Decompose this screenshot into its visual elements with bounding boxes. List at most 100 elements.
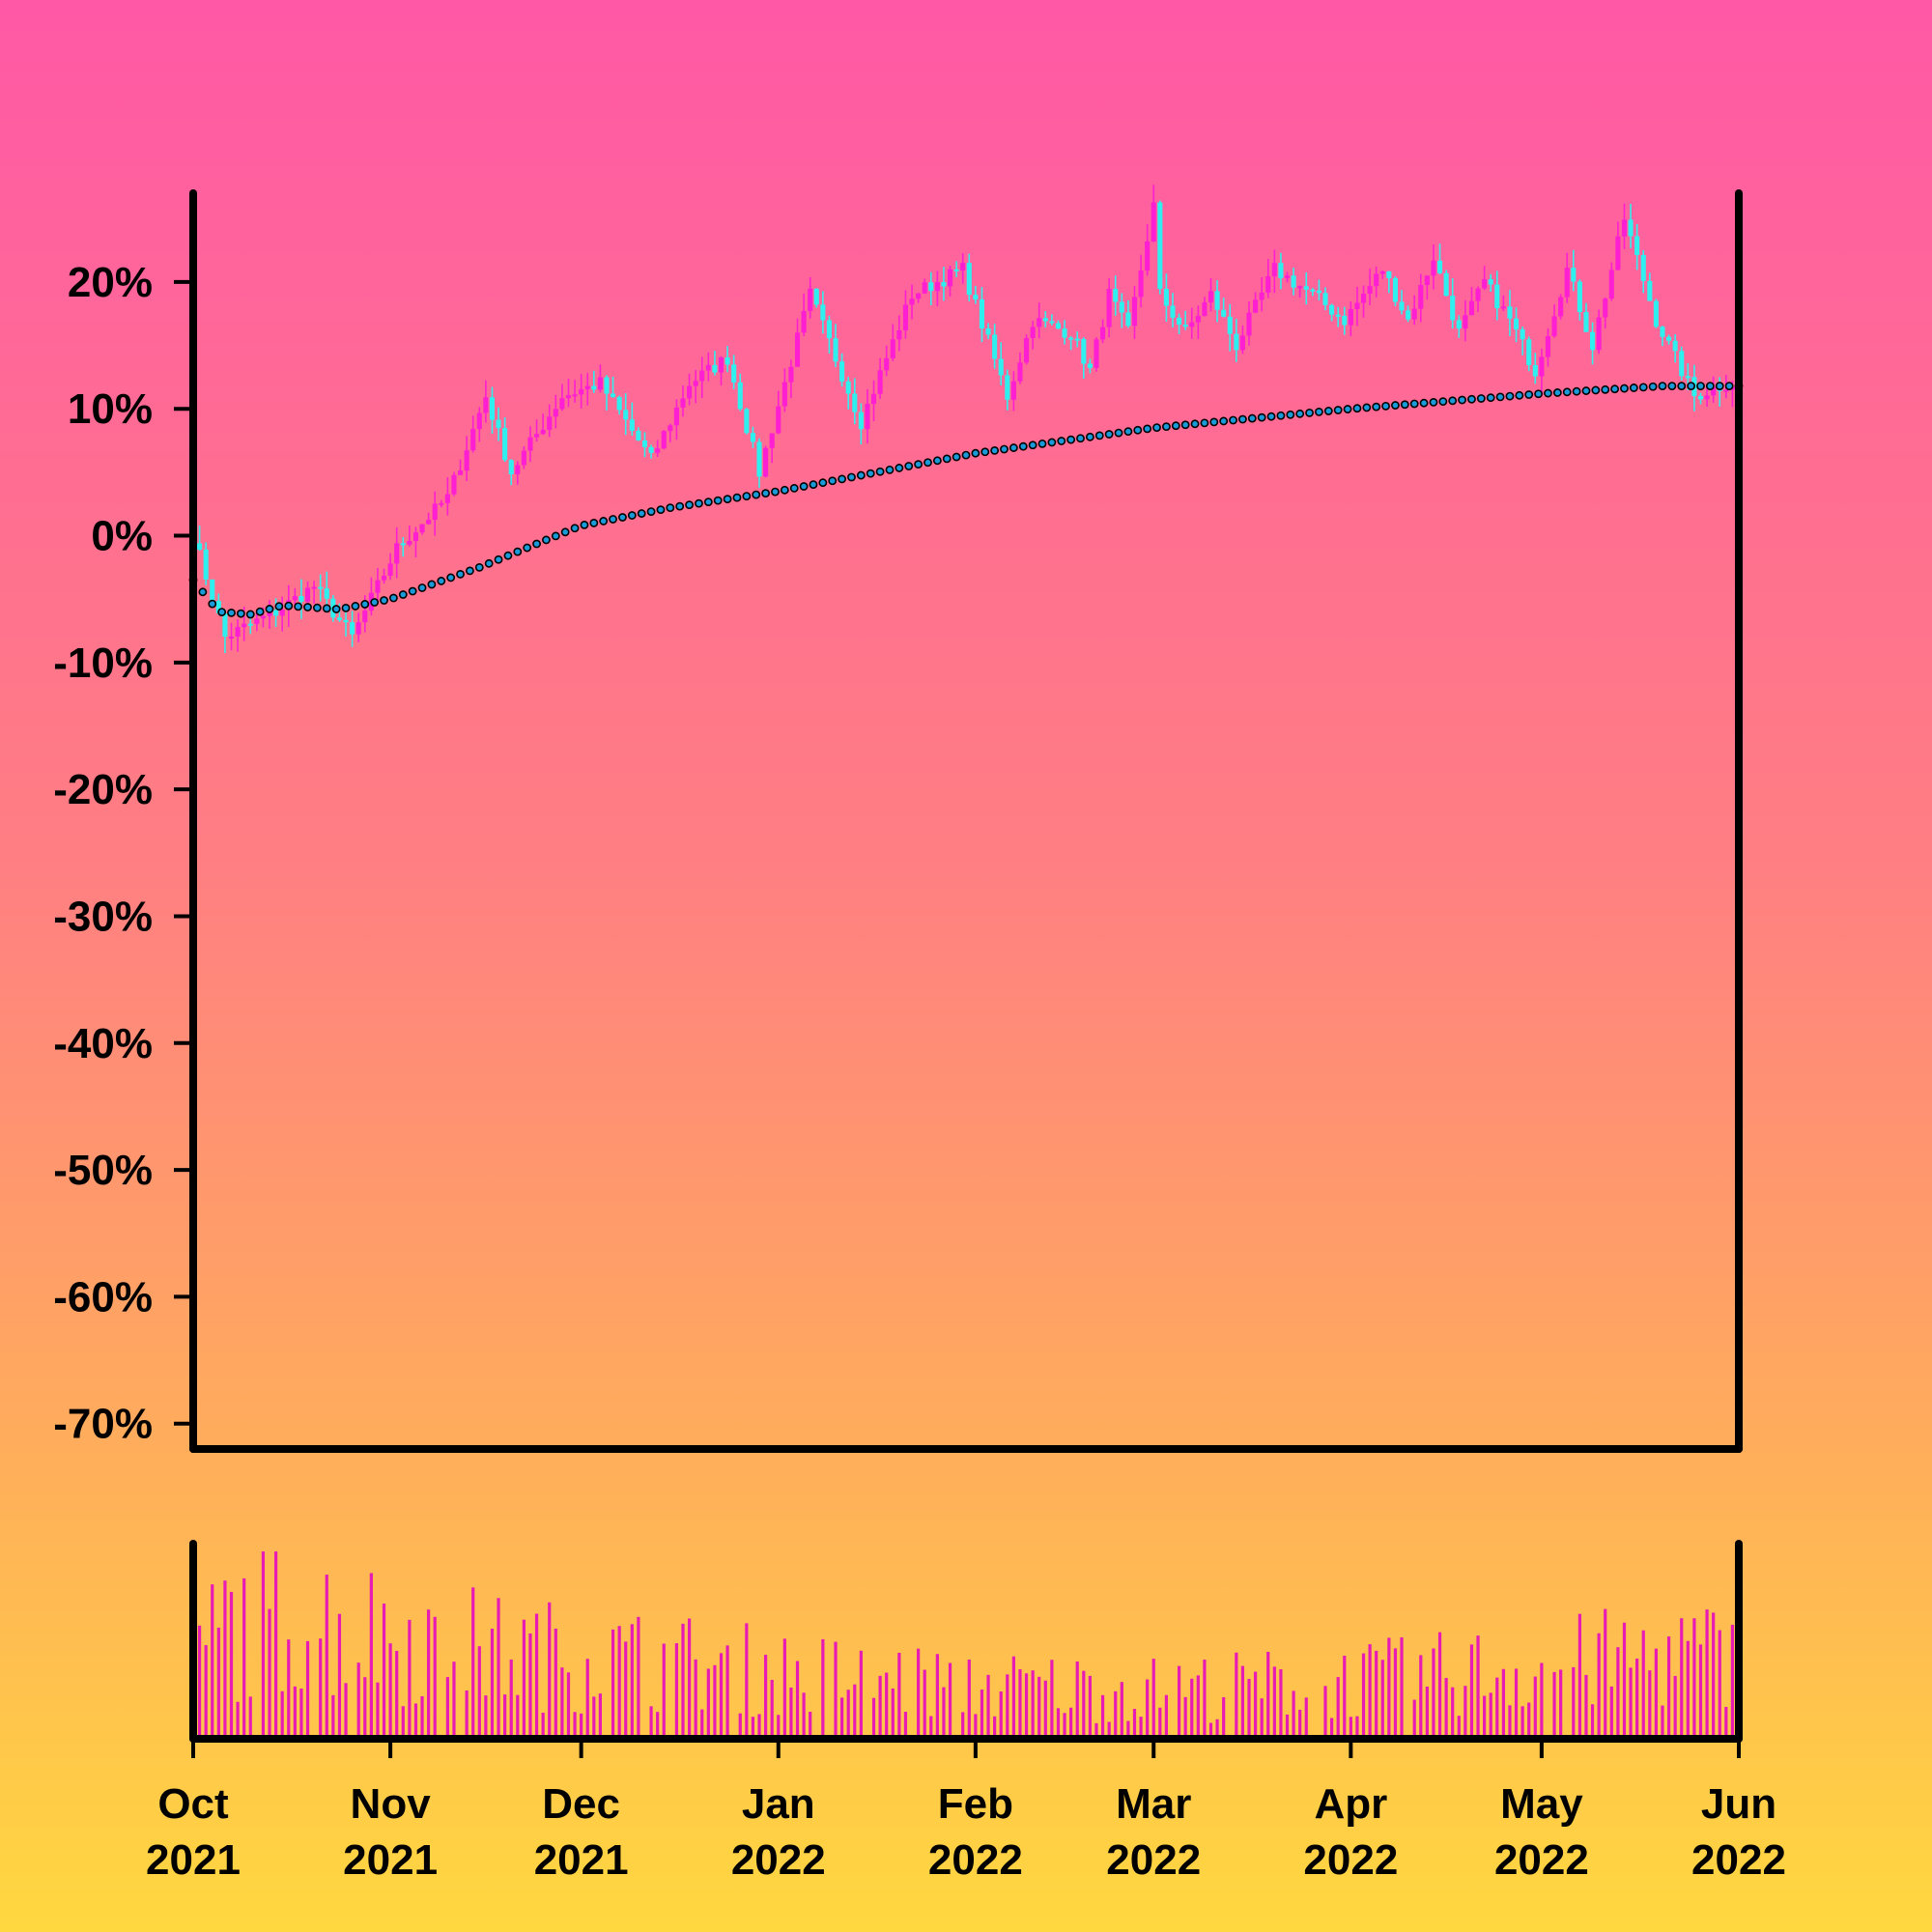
volume-bar bbox=[617, 1626, 621, 1739]
moving-average-point bbox=[265, 605, 274, 613]
volume-bar bbox=[1114, 1690, 1118, 1739]
candle-body bbox=[1431, 260, 1436, 276]
moving-average-line bbox=[188, 382, 1744, 619]
volume-bar bbox=[795, 1661, 800, 1739]
volume-bar bbox=[376, 1682, 380, 1739]
candle-body bbox=[1436, 260, 1443, 273]
moving-average-point bbox=[1295, 409, 1305, 418]
moving-average-point bbox=[1094, 431, 1104, 440]
moving-average-point bbox=[703, 497, 713, 507]
candle-body bbox=[235, 627, 241, 638]
volume-bar bbox=[777, 1715, 781, 1739]
volume-bar bbox=[573, 1712, 577, 1739]
candle-body bbox=[705, 364, 711, 371]
candle-body bbox=[215, 601, 221, 613]
volume-bar bbox=[1457, 1716, 1461, 1739]
moving-average-point bbox=[1219, 416, 1229, 426]
moving-average-point bbox=[990, 445, 1000, 455]
moving-average-point bbox=[799, 482, 809, 491]
candle-body bbox=[865, 404, 870, 430]
candle-body bbox=[1329, 304, 1335, 315]
moving-average-point bbox=[1180, 420, 1190, 430]
candle-body bbox=[1163, 289, 1169, 306]
volume-bar bbox=[216, 1627, 220, 1739]
candle-body bbox=[699, 370, 705, 382]
volume-bar bbox=[674, 1643, 679, 1739]
volume-bar bbox=[1146, 1679, 1150, 1739]
moving-average-point bbox=[274, 602, 284, 611]
candle-body bbox=[375, 580, 381, 593]
candle-body bbox=[1545, 335, 1551, 357]
moving-average-point bbox=[723, 495, 732, 504]
candle-body bbox=[1399, 301, 1405, 311]
x-tick-label-year: 2022 bbox=[1494, 1836, 1589, 1884]
candles bbox=[190, 185, 1742, 654]
volume-bar bbox=[465, 1690, 469, 1739]
volume-bar bbox=[1279, 1669, 1283, 1739]
candle-body bbox=[769, 433, 775, 448]
moving-average-point bbox=[1076, 434, 1085, 443]
candle-body bbox=[1042, 318, 1048, 322]
volume-bar bbox=[1203, 1660, 1207, 1739]
volume-bar bbox=[1094, 1722, 1098, 1739]
volume-bar bbox=[204, 1645, 208, 1739]
moving-average-point bbox=[1362, 403, 1372, 412]
moving-average-point bbox=[331, 605, 341, 613]
moving-average-point bbox=[284, 601, 294, 611]
candle-body bbox=[1182, 325, 1188, 327]
moving-average-point bbox=[208, 599, 217, 609]
volume-bar bbox=[1247, 1679, 1251, 1739]
x-tick-label-year: 2022 bbox=[1691, 1836, 1786, 1884]
volume-bar bbox=[1190, 1678, 1194, 1739]
volume-bar bbox=[1208, 1722, 1213, 1739]
moving-average-point bbox=[1648, 382, 1658, 391]
volume-bar bbox=[840, 1697, 844, 1739]
moving-average-point bbox=[1505, 391, 1515, 401]
moving-average-point bbox=[570, 524, 580, 533]
volume-bar bbox=[1495, 1677, 1499, 1739]
candle-body bbox=[1647, 280, 1653, 301]
volume-bar bbox=[305, 1640, 310, 1739]
volume-bar bbox=[1107, 1721, 1111, 1739]
moving-average-point bbox=[675, 501, 685, 511]
volume-bar bbox=[242, 1577, 246, 1739]
volume-bar bbox=[1304, 1697, 1308, 1739]
moving-average-point bbox=[236, 609, 245, 618]
candle-body bbox=[820, 304, 826, 321]
moving-average-point bbox=[1037, 439, 1047, 448]
volume-bar bbox=[1177, 1665, 1181, 1739]
candle-body bbox=[1316, 290, 1321, 294]
moving-average-point bbox=[1123, 427, 1133, 437]
volume-bar bbox=[1037, 1676, 1041, 1739]
moving-average-point bbox=[695, 498, 703, 508]
volume-bar bbox=[1419, 1655, 1423, 1739]
y-tick-label: -30% bbox=[53, 893, 153, 940]
moving-average-point bbox=[1152, 423, 1161, 433]
volume-bar bbox=[980, 1690, 984, 1739]
volume-bar bbox=[611, 1629, 615, 1739]
volume-bar bbox=[871, 1697, 876, 1739]
volume-bar bbox=[1412, 1699, 1416, 1739]
candle-body bbox=[1119, 301, 1124, 313]
moving-average-point bbox=[713, 496, 723, 505]
candle-body bbox=[451, 474, 457, 495]
candle-body bbox=[1507, 306, 1513, 319]
moving-average-point bbox=[1247, 413, 1257, 423]
moving-average-point bbox=[398, 590, 408, 599]
candle-body bbox=[1202, 301, 1208, 317]
volume-bar bbox=[1616, 1647, 1620, 1739]
moving-average-point bbox=[580, 520, 589, 529]
volume-bar bbox=[725, 1645, 729, 1739]
volume-bar bbox=[1355, 1716, 1359, 1739]
moving-average-point bbox=[1591, 385, 1601, 395]
x-tick-label-month: Oct bbox=[157, 1780, 229, 1828]
candle-body bbox=[476, 412, 482, 430]
moving-average-point bbox=[980, 447, 990, 457]
volume-bar bbox=[1718, 1630, 1721, 1739]
volume-bar bbox=[986, 1674, 990, 1739]
candle-body bbox=[1494, 284, 1500, 309]
moving-average-point bbox=[370, 598, 380, 607]
volume-bar bbox=[719, 1653, 724, 1739]
candle-body bbox=[1322, 293, 1328, 305]
moving-average-point bbox=[1133, 425, 1143, 435]
